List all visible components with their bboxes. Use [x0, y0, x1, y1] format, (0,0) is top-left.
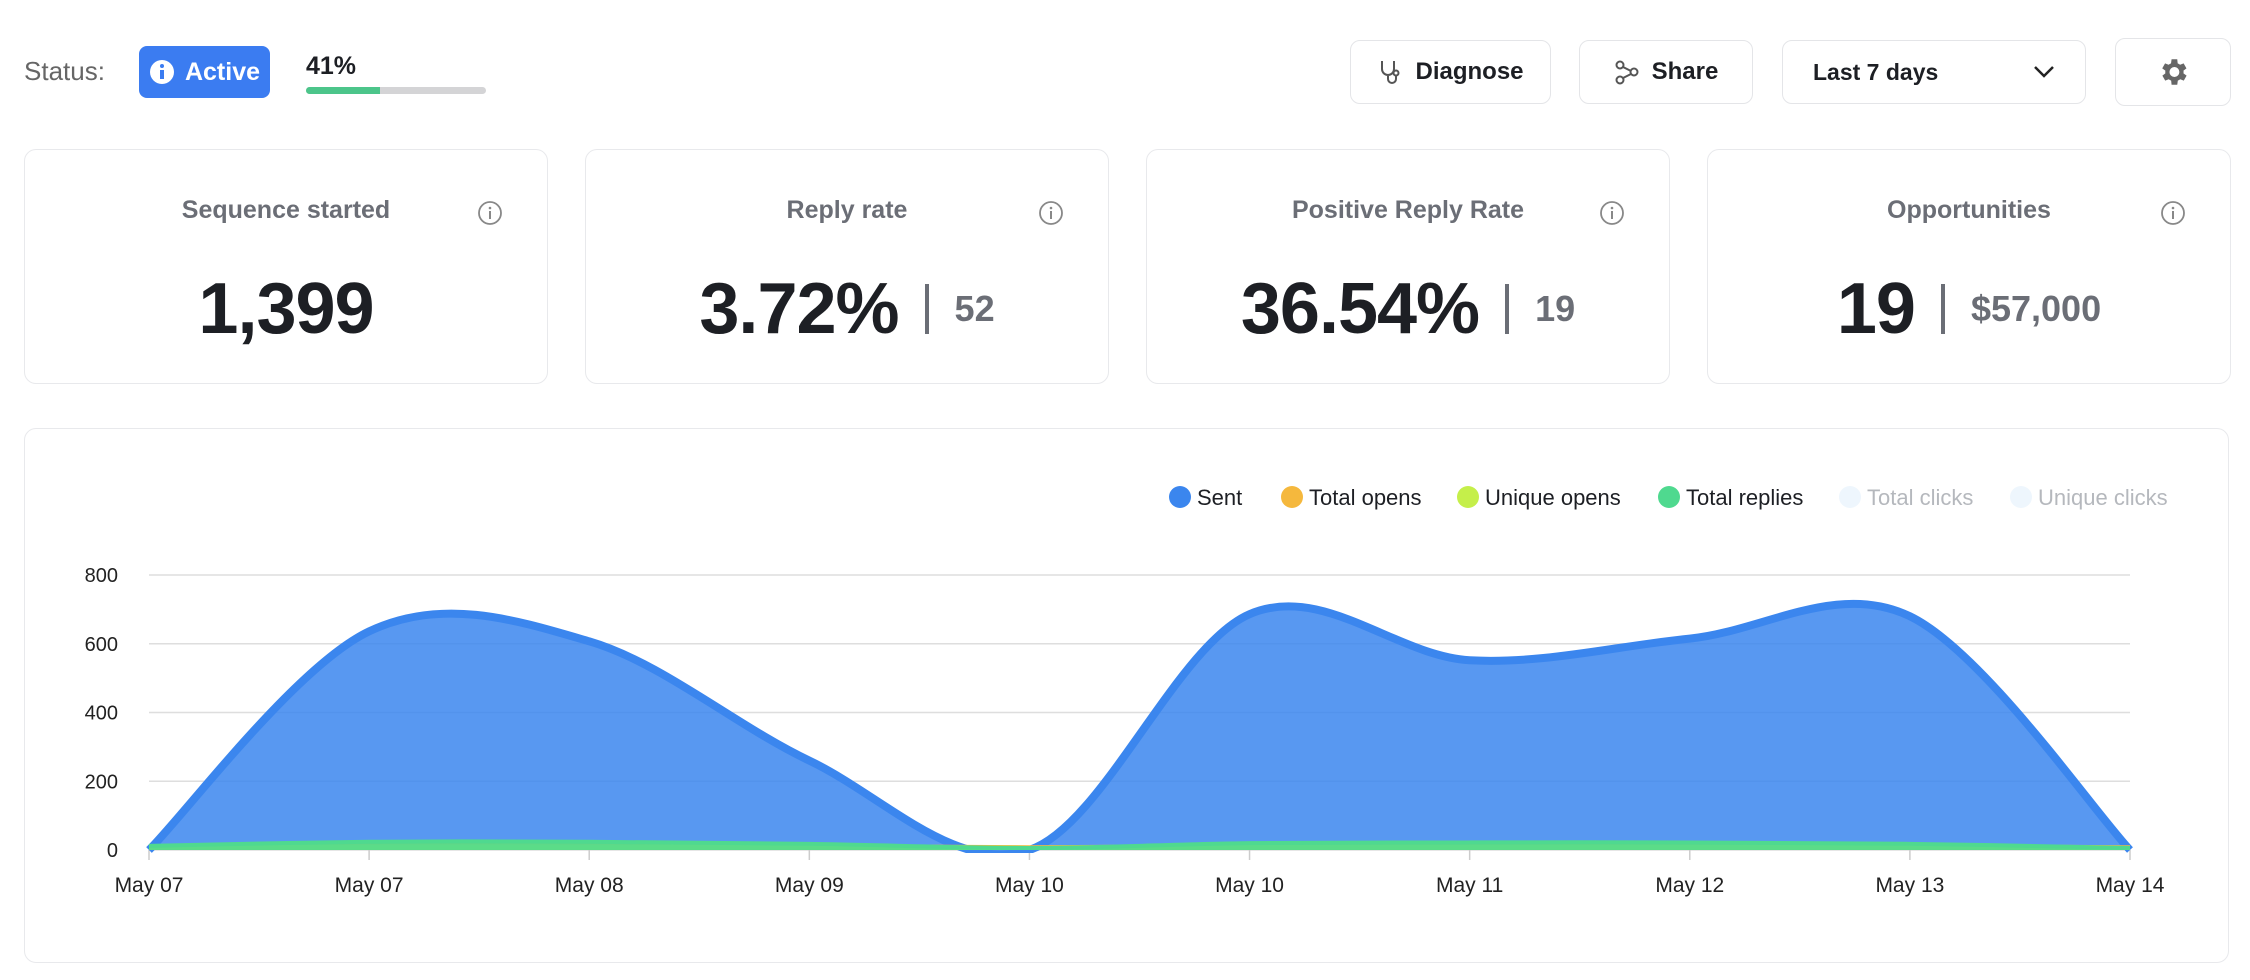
x-tick-label: May 07 [115, 874, 184, 897]
info-icon[interactable] [1038, 200, 1064, 226]
stat-title: Positive Reply Rate [1291, 196, 1525, 224]
legend-dot [1658, 486, 1680, 508]
stat-title: Reply rate [786, 196, 908, 224]
legend-label: Unique opens [1485, 485, 1621, 510]
button-text: Diagnose [1415, 58, 1524, 85]
dropdown-text: Last 7 days [1813, 58, 1939, 85]
stat-values: 3.72% 52 [586, 268, 1108, 350]
x-tick-label: May 09 [775, 874, 844, 897]
info-icon [149, 60, 174, 84]
legend-dot [1169, 486, 1191, 508]
y-tick-label: 600 [85, 634, 118, 656]
separator [1940, 284, 1945, 334]
info-icon[interactable] [1599, 200, 1625, 226]
range-dropdown[interactable]: Last 7 days [1782, 40, 2086, 104]
stat-value: 19 [1836, 269, 1916, 349]
legend-label: Total opens [1309, 485, 1422, 510]
legend-dot [1457, 486, 1479, 508]
y-tick-label: 400 [85, 703, 118, 725]
plot [146, 599, 2133, 853]
stat-secondary: 52 [954, 288, 995, 329]
info-icon[interactable] [477, 200, 503, 226]
stat-values: 36.54% 19 [1147, 268, 1669, 350]
button-text: Share [1651, 58, 1719, 85]
progress-track [306, 87, 486, 94]
legend-label: Unique clicks [2038, 485, 2168, 510]
x-tick-label: May 10 [1215, 874, 1284, 897]
x-tick-label: May 13 [1875, 874, 1944, 897]
separator [1505, 284, 1510, 334]
settings-button[interactable] [2115, 38, 2231, 106]
x-tick-label: May 08 [555, 874, 624, 897]
chevron-icon [2034, 66, 2054, 78]
stat-secondary: $57,000 [1970, 288, 2102, 329]
stat-card: Positive Reply Rate 36.54% 19 [1146, 149, 1670, 384]
line [146, 599, 2133, 853]
stethoscope-icon [1381, 61, 1400, 84]
share-button[interactable]: Share [1579, 40, 1753, 104]
status-label: Status: [24, 56, 105, 86]
legend-dot [2010, 486, 2032, 508]
stat-secondary: 19 [1535, 288, 1576, 329]
stat-title: Sequence started [181, 196, 391, 224]
y-tick-label: 200 [85, 771, 118, 793]
status-badge[interactable]: Active [139, 46, 270, 98]
x-tick-label: May 07 [335, 874, 404, 897]
x-tick-label: May 14 [2096, 874, 2165, 897]
progress-label: 41% [306, 52, 357, 80]
line [148, 839, 2131, 850]
legend-label: Total replies [1686, 485, 1803, 510]
x-tick-label: May 11 [1436, 874, 1503, 897]
progress-bar [306, 87, 380, 94]
x-tick-label: May 12 [1655, 874, 1724, 897]
stat-value: 36.54% [1240, 269, 1480, 349]
stat-values: 1,399 [25, 268, 547, 350]
y-tick-label: 0 [107, 840, 118, 862]
stat-values: 19 $57,000 [1708, 268, 2230, 350]
legend-dot [1281, 486, 1303, 508]
diagnose-button[interactable]: Diagnose [1350, 40, 1551, 104]
stat-card: Opportunities 19 $57,000 [1707, 149, 2231, 384]
y-tick-label: 800 [85, 565, 118, 587]
stat-value: 1,399 [198, 269, 374, 349]
stat-title: Opportunities [1887, 196, 2051, 224]
legend-label: Total clicks [1867, 485, 1973, 510]
x-tick-label: May 10 [995, 874, 1064, 897]
stat-card: Sequence started 1,399 [24, 149, 548, 384]
stat-card: Reply rate 3.72% 52 [585, 149, 1109, 384]
share-icon [1615, 60, 1639, 85]
legend-label: Sent [1197, 485, 1242, 510]
stat-value: 3.72% [699, 269, 899, 349]
status-text: Active [184, 57, 261, 86]
info-icon[interactable] [2160, 200, 2186, 226]
legend-dot [1839, 486, 1861, 508]
separator [924, 284, 929, 334]
gear-icon [2162, 59, 2187, 85]
